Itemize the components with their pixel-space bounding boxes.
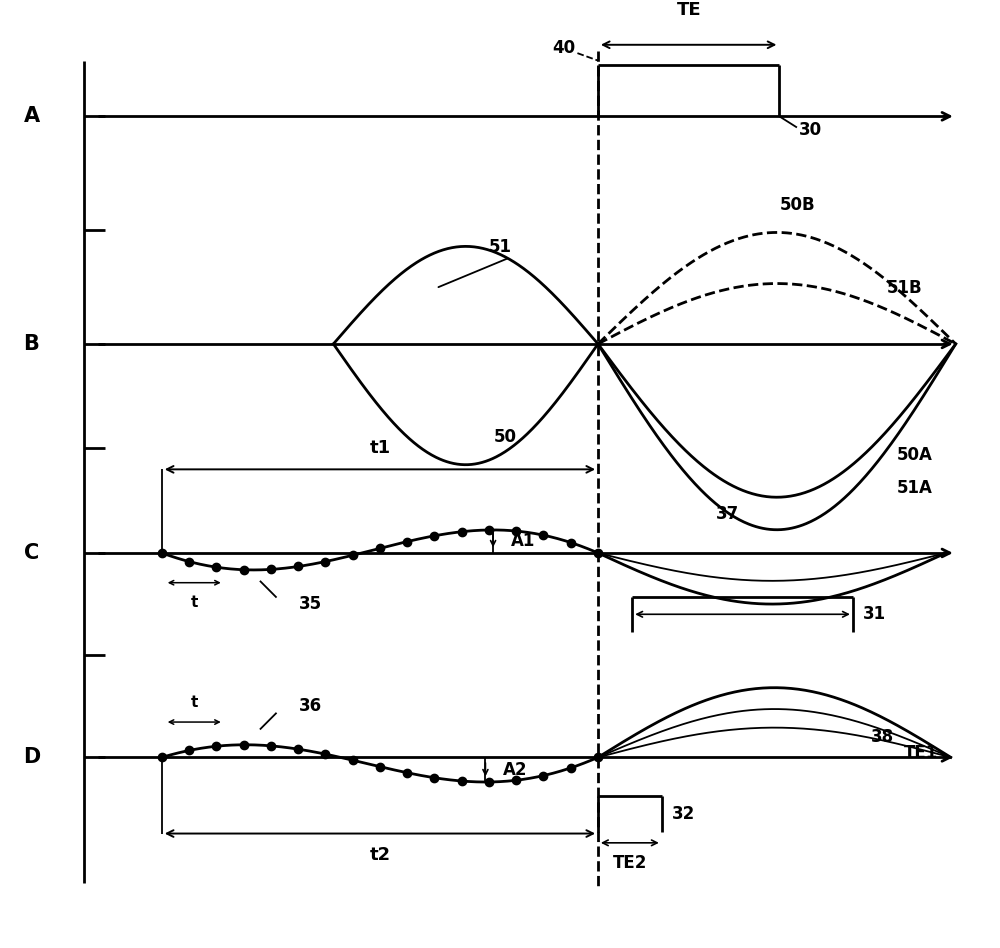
Text: 38: 38 xyxy=(870,728,894,746)
Text: TE1: TE1 xyxy=(904,744,938,761)
Text: 51: 51 xyxy=(488,238,512,256)
Text: 50A: 50A xyxy=(897,447,933,465)
Text: A: A xyxy=(23,106,40,126)
Text: A1: A1 xyxy=(511,533,535,551)
Text: C: C xyxy=(24,543,39,563)
Text: t1: t1 xyxy=(369,439,391,457)
Text: D: D xyxy=(23,747,40,767)
Text: t: t xyxy=(191,695,198,710)
Text: t: t xyxy=(191,594,198,610)
Text: 51B: 51B xyxy=(887,280,923,297)
Text: TE: TE xyxy=(677,1,701,19)
Text: 32: 32 xyxy=(672,805,695,823)
Text: 31: 31 xyxy=(863,605,886,623)
Text: TE2: TE2 xyxy=(613,854,647,872)
Text: 30: 30 xyxy=(799,121,822,139)
Text: 35: 35 xyxy=(299,595,322,613)
Text: 36: 36 xyxy=(299,698,322,715)
Text: A2: A2 xyxy=(503,760,528,778)
Text: 51A: 51A xyxy=(897,479,933,497)
Text: 37: 37 xyxy=(716,505,739,523)
Text: 40: 40 xyxy=(552,40,575,58)
Text: 50: 50 xyxy=(493,428,516,446)
Text: 50B: 50B xyxy=(779,196,815,214)
Text: t2: t2 xyxy=(369,846,391,864)
Text: B: B xyxy=(24,334,39,354)
